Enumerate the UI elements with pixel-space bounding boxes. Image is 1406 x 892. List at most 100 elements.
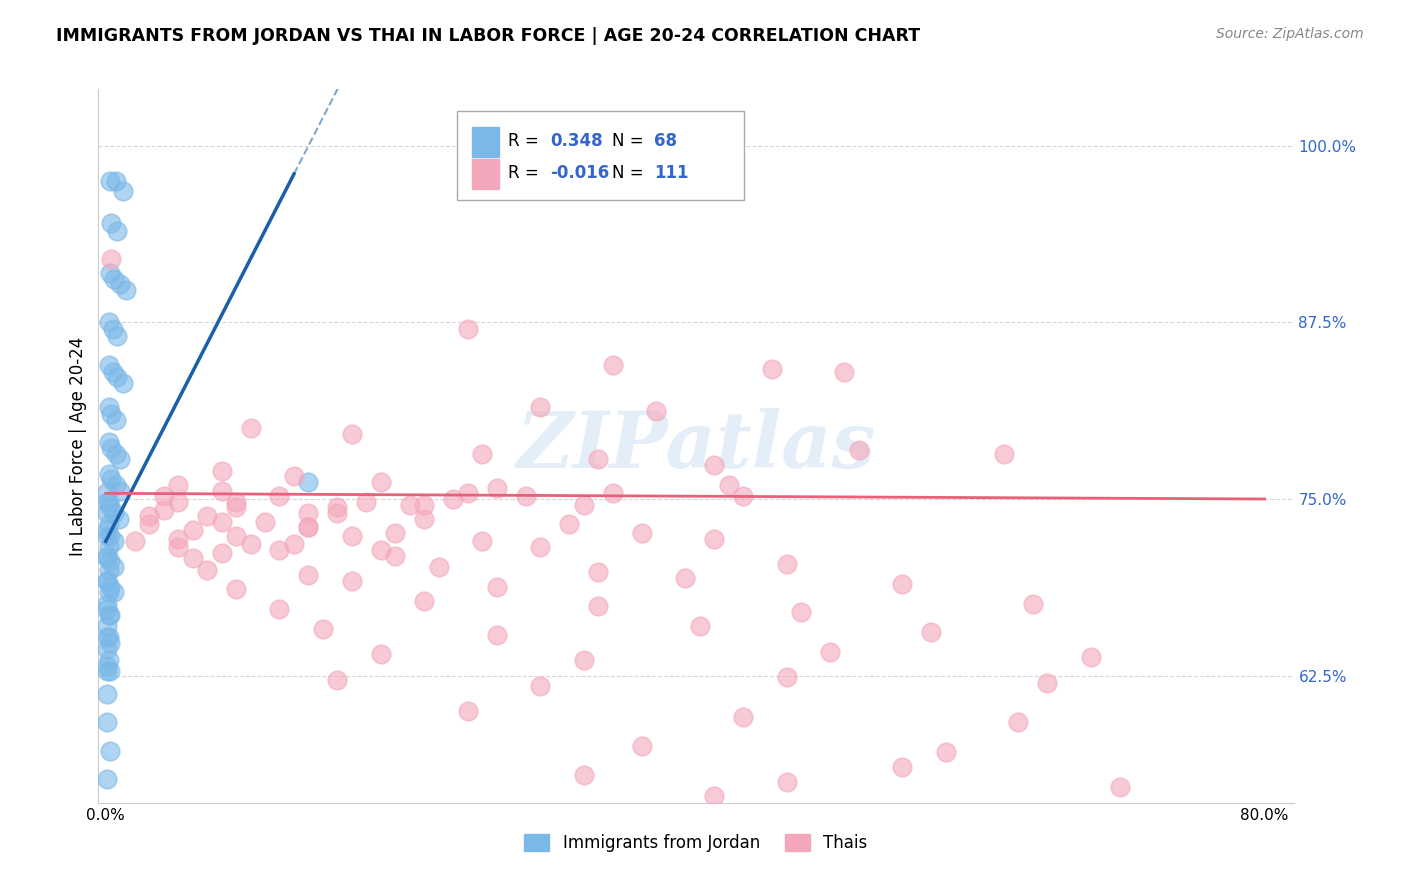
Point <box>97 435 120 450</box>
Point <box>485 580 508 594</box>
Point <box>100 472 122 486</box>
Point <box>673 571 696 585</box>
Point <box>124 534 146 549</box>
Point <box>993 447 1015 461</box>
Point <box>211 483 233 498</box>
Point <box>96 619 118 633</box>
Point <box>97 631 120 645</box>
Point <box>471 534 494 549</box>
Point <box>96 495 118 509</box>
Point <box>558 517 581 532</box>
Point <box>731 489 754 503</box>
Point <box>98 665 121 679</box>
Point <box>98 554 121 568</box>
Point <box>457 322 479 336</box>
Point <box>98 607 121 622</box>
Point <box>340 574 363 588</box>
FancyBboxPatch shape <box>472 127 499 157</box>
Point <box>457 704 479 718</box>
Point <box>225 495 247 509</box>
Point <box>253 515 276 529</box>
Point <box>515 489 537 503</box>
Point <box>103 271 125 285</box>
Point <box>97 467 120 481</box>
Point <box>104 174 127 188</box>
Point <box>775 670 797 684</box>
Point <box>848 442 870 457</box>
Point <box>103 585 125 599</box>
Text: R =: R = <box>509 132 544 150</box>
Point <box>112 184 135 198</box>
Point <box>384 549 406 563</box>
Point <box>586 566 609 580</box>
Legend: Immigrants from Jordan, Thais: Immigrants from Jordan, Thais <box>517 827 875 859</box>
Point <box>689 619 711 633</box>
Text: 68: 68 <box>654 132 678 150</box>
Point <box>97 563 120 577</box>
Point <box>297 475 319 489</box>
Point <box>297 568 319 582</box>
Point <box>645 404 668 418</box>
Point <box>891 576 914 591</box>
Point <box>138 508 160 523</box>
Point <box>761 362 783 376</box>
Point <box>211 464 233 478</box>
Point <box>225 529 247 543</box>
Point <box>103 506 125 520</box>
Point <box>152 503 174 517</box>
Point <box>602 358 624 372</box>
Point <box>103 559 125 574</box>
Point <box>97 400 120 414</box>
Point <box>195 563 218 577</box>
Point <box>97 653 120 667</box>
Point <box>96 715 118 730</box>
Y-axis label: In Labor Force | Age 20-24: In Labor Force | Age 20-24 <box>69 336 87 556</box>
Point <box>384 525 406 540</box>
Point <box>97 495 120 509</box>
Point <box>104 478 127 492</box>
Text: Source: ZipAtlas.com: Source: ZipAtlas.com <box>1216 27 1364 41</box>
Text: 111: 111 <box>654 164 689 182</box>
Point <box>96 665 118 679</box>
Point <box>529 400 551 414</box>
Point <box>195 508 218 523</box>
Point <box>283 469 305 483</box>
Point <box>108 483 131 498</box>
Point <box>97 358 120 372</box>
Point <box>485 627 508 641</box>
Point <box>138 517 160 532</box>
Point <box>100 441 122 455</box>
Point <box>101 365 124 379</box>
Point <box>97 517 120 532</box>
Point <box>703 458 725 472</box>
Point <box>529 679 551 693</box>
Point <box>1080 650 1102 665</box>
Text: 0.348: 0.348 <box>550 132 603 150</box>
Point <box>1108 780 1130 795</box>
Point <box>96 602 118 616</box>
Point <box>167 478 190 492</box>
Point <box>167 495 190 509</box>
Point <box>96 658 118 673</box>
Point <box>107 512 129 526</box>
Point <box>572 653 595 667</box>
Point <box>239 421 262 435</box>
Text: IMMIGRANTS FROM JORDAN VS THAI IN LABOR FORCE | AGE 20-24 CORRELATION CHART: IMMIGRANTS FROM JORDAN VS THAI IN LABOR … <box>56 27 921 45</box>
Point <box>96 597 118 611</box>
Point <box>100 252 122 266</box>
Point <box>211 546 233 560</box>
Point <box>529 540 551 554</box>
Point <box>96 529 118 543</box>
Point <box>225 500 247 515</box>
Point <box>98 636 121 650</box>
Point <box>572 498 595 512</box>
Point <box>413 512 436 526</box>
Point <box>413 593 436 607</box>
Point <box>586 599 609 614</box>
Point <box>340 427 363 442</box>
Point <box>98 174 121 188</box>
Point <box>105 223 128 237</box>
Point <box>1007 715 1029 730</box>
Point <box>312 622 335 636</box>
Point <box>1036 675 1059 690</box>
